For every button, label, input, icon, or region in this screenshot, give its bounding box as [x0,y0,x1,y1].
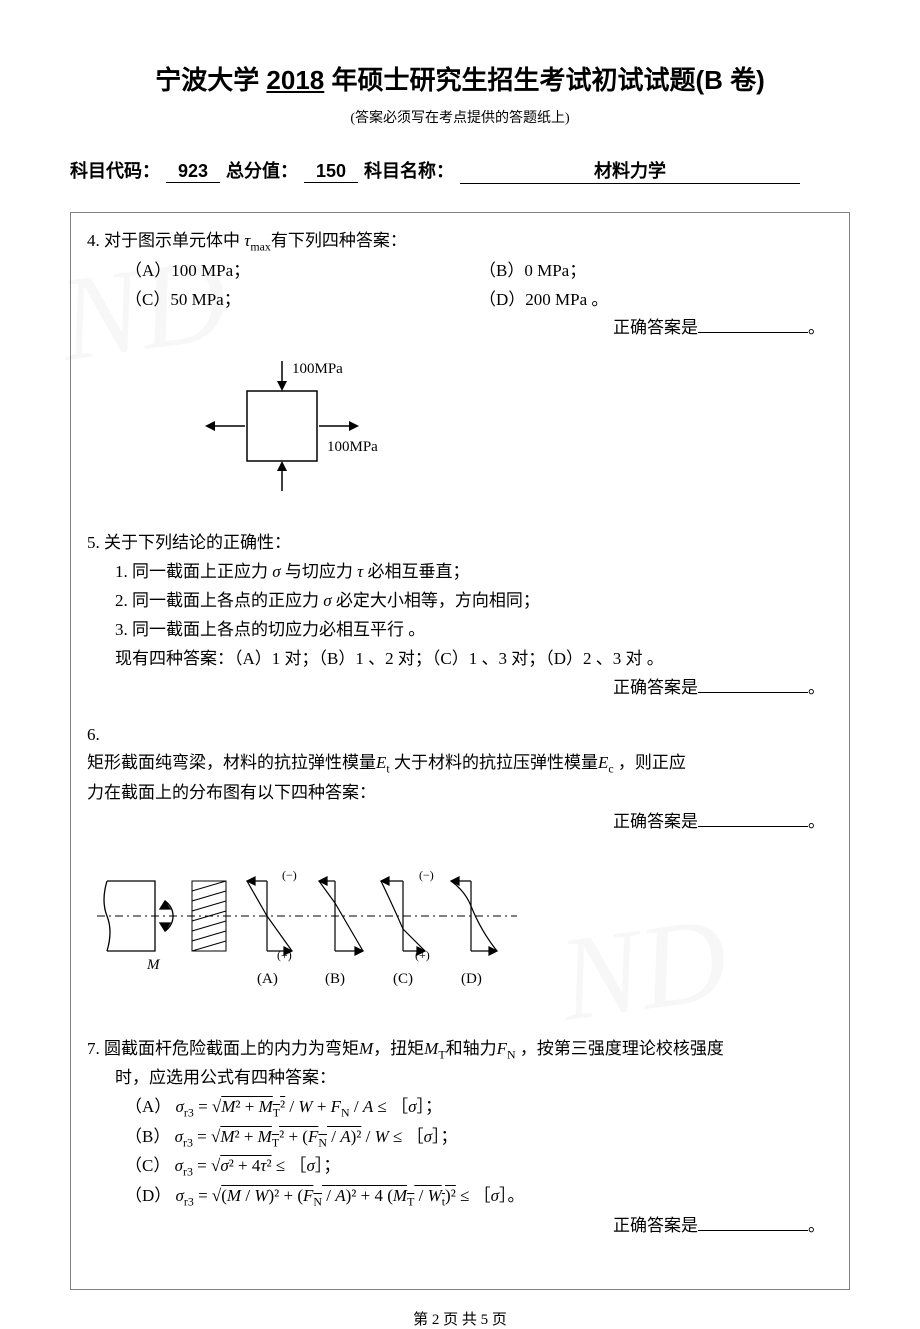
q4-figure: 100MPa 100MPa [187,351,833,511]
q7-optC: （C） σr3 = √σ² + 4τ² ≤ ［σ］； [87,1152,833,1182]
q4-answer: 正确答案是 。 [87,314,833,343]
question-6: 6. 矩形截面纯弯梁，材料的抗拉弹性模量Et 大于材料的抗拉压弹性模量Ec ，则… [87,721,833,1011]
answer-suffix: 。 [808,812,825,831]
fig-top-label: 100MPa [292,361,343,377]
content-box: 4. 对于图示单元体中 τmax有下列四种答案： （A）100 MPa； （B）… [70,212,850,1290]
q7-stem: 圆截面杆危险截面上的内力为弯矩M，扭矩MT和轴力FN ，按第三强度理论校核强度 [104,1039,724,1058]
q7-num: 7. [87,1039,100,1058]
page-title: 宁波大学 2018 年硕士研究生招生考试初试试题(B 卷) [70,60,850,97]
svg-text:(D): (D) [461,971,482,987]
q6-l1: 矩形截面纯弯梁，材料的抗拉弹性模量Et 大于材料的抗拉压弹性模量Ec ，则正应 [87,749,833,779]
code-label: 科目代码： [70,157,160,183]
question-4: 4. 对于图示单元体中 τmax有下列四种答案： （A）100 MPa； （B）… [87,227,833,511]
svg-text:(−): (−) [282,868,297,882]
svg-text:M: M [146,957,161,973]
q7-optB: （B） σr3 = √M² + MT² + (FN / A)² / W ≤ ［σ… [87,1123,833,1153]
score-value: 150 [304,161,358,183]
q5-l2: 2. 同一截面上各点的正应力 σ 必定大小相等，方向相同； [87,587,833,616]
page-footer: 第 2 页 共 5 页 [70,1308,850,1329]
score-label: 总分值： [226,157,298,183]
q5-answer: 正确答案是 。 [87,674,833,703]
answer-blank [698,1214,808,1231]
answer-blank [698,316,808,333]
q7-stem2: 时，应选用公式有四种答案： [87,1064,833,1093]
q4-optD: （D）200 MPa 。 [479,286,833,315]
code-value: 923 [166,161,220,183]
page-subtitle: (答案必须写在考点提供的答题纸上) [70,107,850,127]
answer-suffix: 。 [808,318,825,337]
title-post: 年硕士研究生招生考试初试试题(B 卷) [324,65,765,95]
q4-num: 4. [87,231,100,250]
q7-answer: 正确答案是 。 [87,1212,833,1241]
q6-l2: 力在截面上的分布图有以下四种答案： [87,779,833,808]
svg-text:(+): (+) [415,948,430,962]
question-5: 5. 关于下列结论的正确性： 1. 同一截面上正应力 σ 与切应力 τ 必相互垂… [87,529,833,702]
answer-prefix: 正确答案是 [613,812,698,831]
answer-suffix: 。 [808,1216,825,1235]
svg-text:(+): (+) [277,948,292,962]
answer-prefix: 正确答案是 [613,1216,698,1235]
svg-text:(−): (−) [419,868,434,882]
svg-text:(A): (A) [257,971,278,987]
q6-num: 6. [87,721,833,750]
q7-optA: （A） σr3 = √M² + MT² / W + FN / A ≤ ［σ］； [87,1093,833,1123]
answer-blank [698,676,808,693]
question-7: 7. 圆截面杆危险截面上的内力为弯矩M，扭矩MT和轴力FN ，按第三强度理论校核… [87,1035,833,1241]
answer-prefix: 正确答案是 [613,318,698,337]
q7-optD: （D） σr3 = √(M / W)² + (FN / A)² + 4 (MT … [87,1182,833,1212]
fig-right-label: 100MPa [327,439,378,455]
q5-l1: 1. 同一截面上正应力 σ 与切应力 τ 必相互垂直； [87,558,833,587]
q5-l3: 3. 同一截面上各点的切应力必相互平行 。 [87,616,833,645]
svg-text:(C): (C) [393,971,413,987]
q5-stem: 关于下列结论的正确性： [104,533,291,552]
svg-text:(B): (B) [325,971,345,987]
name-value: 材料力学 [460,157,800,184]
q6-figure: M [97,851,833,1011]
q4-stem: 对于图示单元体中 τmax有下列四种答案： [104,231,407,250]
q4-optB: （B）0 MPa； [479,257,833,286]
answer-prefix: 正确答案是 [613,678,698,697]
q4-optC: （C）50 MPa； [125,286,479,315]
header-row: 科目代码： 923 总分值： 150 科目名称： 材料力学 [70,157,850,184]
answer-suffix: 。 [808,678,825,697]
title-pre: 宁波大学 [155,65,266,95]
title-year: 2018 [266,65,324,95]
q4-optA: （A）100 MPa； [125,257,479,286]
name-label: 科目名称： [364,157,454,183]
q6-answer: 正确答案是 。 [87,808,833,837]
q5-l4: 现有四种答案：（A）1 对；（B）1 、2 对；（C）1 、3 对；（D）2 、… [87,645,833,674]
q5-num: 5. [87,533,100,552]
answer-blank [698,810,808,827]
